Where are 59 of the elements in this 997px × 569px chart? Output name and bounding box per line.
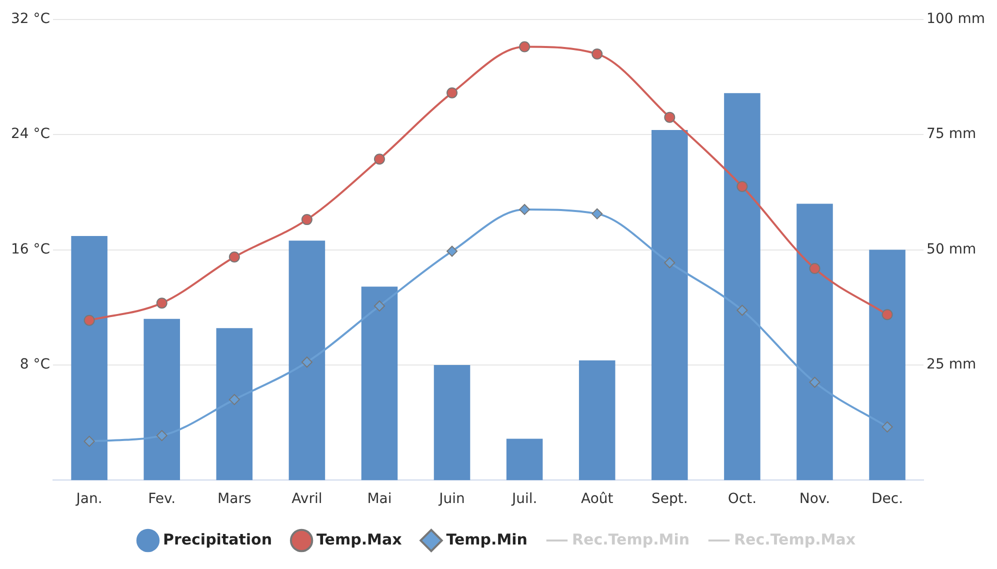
bar <box>869 250 906 480</box>
x-tick-label: Jan. <box>75 491 102 508</box>
bar <box>796 204 833 480</box>
x-tick-label: Nov. <box>799 491 830 508</box>
bar <box>216 328 253 480</box>
point <box>664 257 676 268</box>
x-tick-label: Août <box>580 491 614 508</box>
bar <box>578 360 616 480</box>
y2-tick-label: 50 mm <box>926 241 976 258</box>
point <box>809 376 820 388</box>
point <box>592 208 603 220</box>
point <box>519 41 530 52</box>
bar <box>361 286 398 480</box>
x-tick-label: Avril <box>292 491 322 508</box>
point <box>374 154 385 165</box>
y-tick-label: 32 °C <box>10 11 50 28</box>
point <box>809 263 820 274</box>
point <box>664 112 676 123</box>
y-tick-label: 16 °C <box>10 241 50 258</box>
x-tick-label: Mars <box>218 491 252 508</box>
legend-label: Precipitation <box>162 530 272 548</box>
point <box>736 304 748 316</box>
bar <box>506 438 543 480</box>
x-tick-label: Juin <box>438 491 465 508</box>
point <box>156 430 168 442</box>
point <box>446 246 458 257</box>
y-tick-label: 8 °C <box>20 356 50 373</box>
y2-tick-label: 25 mm <box>926 356 976 373</box>
point <box>374 300 385 312</box>
point <box>446 87 458 98</box>
y-tick-label: 24 °C <box>10 126 50 142</box>
x-tick-label: Sept. <box>651 491 688 508</box>
bar <box>724 93 760 480</box>
legend-label: Temp.Min <box>446 530 528 548</box>
y2-tick-label: 100 mm <box>926 11 986 28</box>
point <box>736 180 748 192</box>
x-tick-label: Fev. <box>148 491 176 508</box>
point <box>156 298 168 309</box>
x-tick-label: Dec. <box>872 491 904 508</box>
x-tick-label: Mai <box>367 491 392 508</box>
point <box>301 214 312 226</box>
legend-label: Temp.Max <box>316 530 402 548</box>
bar <box>652 130 688 480</box>
point <box>519 204 530 215</box>
bar <box>71 236 108 480</box>
point <box>84 314 95 326</box>
point <box>882 309 893 320</box>
bar <box>434 365 470 480</box>
point <box>228 394 240 406</box>
bar <box>144 318 180 480</box>
point <box>84 436 95 447</box>
x-tick-label: Oct. <box>728 491 757 508</box>
point <box>301 356 312 368</box>
point <box>592 48 603 60</box>
point <box>228 252 240 262</box>
y2-tick-label: 75 mm <box>926 126 976 142</box>
point <box>882 421 893 432</box>
bar <box>288 240 326 480</box>
x-tick-label: Juil. <box>510 491 538 508</box>
